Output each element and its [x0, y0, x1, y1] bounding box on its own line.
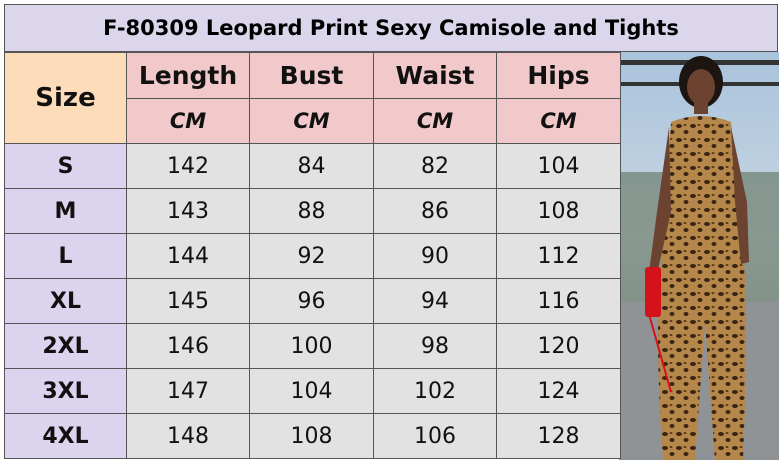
title: F-80309 Leopard Print Sexy Camisole and …: [4, 4, 778, 52]
measurement: 108: [249, 413, 374, 459]
unit-label: CM: [373, 98, 497, 144]
measurement: 82: [373, 143, 497, 189]
measurement: 128: [496, 413, 621, 459]
column-header: Waist: [373, 52, 497, 99]
column-header: Length: [126, 52, 250, 99]
measurement: 145: [126, 278, 250, 324]
column-header: Hips: [496, 52, 621, 99]
column-header: Bust: [249, 52, 374, 99]
size-label: S: [4, 143, 127, 189]
size-label: L: [4, 233, 127, 279]
measurement: 124: [496, 368, 621, 414]
measurement: 147: [126, 368, 250, 414]
measurement: 142: [126, 143, 250, 189]
measurement: 94: [373, 278, 497, 324]
measurement: 92: [249, 233, 374, 279]
size-label: 2XL: [4, 323, 127, 369]
size-label: 4XL: [4, 413, 127, 459]
measurement: 116: [496, 278, 621, 324]
measurement: 88: [249, 188, 374, 234]
measurement: 108: [496, 188, 621, 234]
measurement: 84: [249, 143, 374, 189]
size-label: 3XL: [4, 368, 127, 414]
measurement: 143: [126, 188, 250, 234]
measurement: 90: [373, 233, 497, 279]
measurement: 86: [373, 188, 497, 234]
measurement: 104: [249, 368, 374, 414]
size-label: M: [4, 188, 127, 234]
unit-label: CM: [249, 98, 374, 144]
measurement: 100: [249, 323, 374, 369]
measurement: 106: [373, 413, 497, 459]
size-header: Size: [4, 52, 127, 144]
measurement: 98: [373, 323, 497, 369]
measurement: 102: [373, 368, 497, 414]
measurement: 104: [496, 143, 621, 189]
measurement: 146: [126, 323, 250, 369]
measurement: 112: [496, 233, 621, 279]
unit-label: CM: [496, 98, 621, 144]
size-label: XL: [4, 278, 127, 324]
measurement: 148: [126, 413, 250, 459]
product-photo: [619, 52, 779, 460]
measurement: 144: [126, 233, 250, 279]
unit-label: CM: [126, 98, 250, 144]
measurement: 120: [496, 323, 621, 369]
measurement: 96: [249, 278, 374, 324]
